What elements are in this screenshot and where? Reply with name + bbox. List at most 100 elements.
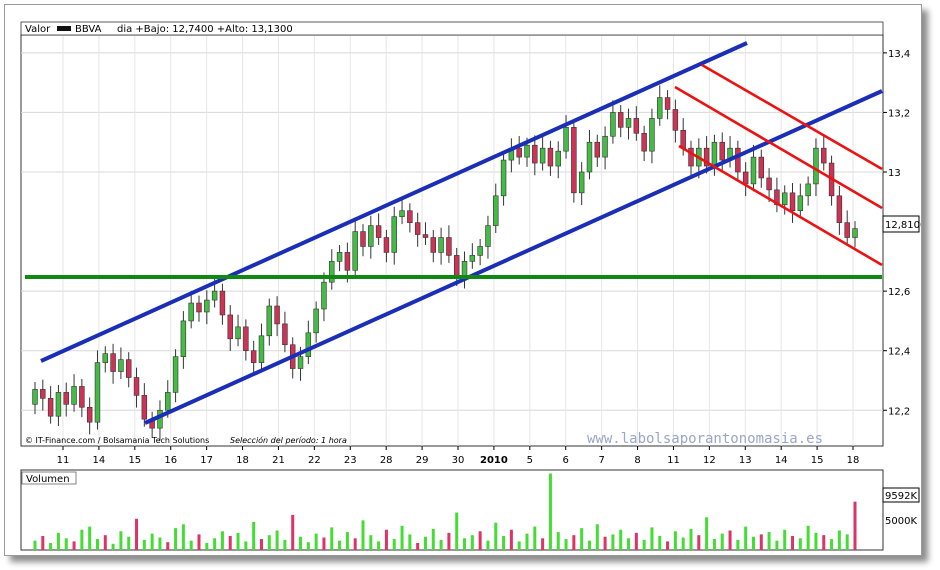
volume-bar: [158, 537, 162, 550]
trend-lines: [25, 41, 883, 425]
candle-body: [266, 305, 273, 337]
volume-bar: [736, 539, 740, 550]
y-tick-label: 12,2: [888, 406, 910, 417]
volume-bar: [353, 538, 357, 550]
candle-body: [430, 237, 437, 253]
volume-bar: [634, 532, 638, 550]
candle-body: [578, 171, 585, 194]
volume-bar: [377, 541, 381, 550]
candle-body: [805, 183, 811, 197]
candle-body: [586, 141, 593, 173]
upper-uptrend-line: [40, 41, 748, 363]
candle-body: [485, 225, 491, 247]
volume-bar: [822, 535, 826, 550]
candle-body: [329, 261, 335, 283]
volume-bar: [41, 535, 45, 550]
candle-body: [94, 362, 101, 423]
candle-body: [344, 252, 351, 271]
candle-body: [664, 97, 671, 110]
candle-body: [797, 195, 804, 212]
middle-downtrend-line: [674, 85, 883, 210]
candle-body: [55, 392, 62, 417]
volume-bar: [88, 526, 92, 550]
date-x-axis: 11 14 15 16 17 18 21 22 23 28 29 30 2010 5 6 7 8 11 12 13 14…: [57, 446, 859, 466]
volume-bar: [463, 538, 467, 550]
candle-body: [649, 118, 655, 152]
volume-bar: [689, 528, 693, 550]
candle-body: [407, 210, 413, 223]
candle-body: [86, 406, 93, 423]
volume-bar: [455, 512, 459, 550]
candle-body: [297, 356, 304, 369]
candle-body: [196, 302, 202, 313]
volume-bar: [306, 542, 310, 550]
x-tick-label: 22: [308, 455, 321, 466]
watermark: www.labolsaporantonomasia.es: [587, 431, 823, 447]
volume-bar: [611, 534, 615, 550]
volume-bar: [619, 529, 623, 550]
volume-tick-label: 5000K: [885, 516, 917, 527]
volume-bar: [728, 530, 732, 550]
volume-bar: [548, 473, 552, 550]
volume-bar: [423, 536, 427, 550]
x-tick-label: 14: [93, 455, 106, 466]
volume-bar: [392, 539, 396, 550]
volume-bar: [759, 534, 763, 550]
header-info: dia +Bajo: 12,7400 +Alto: 13,1300: [117, 24, 293, 35]
volume-bar: [666, 541, 670, 550]
volume-bar: [236, 532, 240, 550]
candle-body: [274, 305, 280, 325]
volume-bar: [439, 539, 443, 550]
volume-bar: [751, 536, 755, 550]
candle-body: [781, 192, 788, 206]
candle-body: [71, 386, 77, 405]
volume-bar: [502, 535, 506, 550]
candle-body: [313, 308, 319, 334]
volume-bar: [244, 541, 248, 550]
candle-body: [336, 252, 343, 262]
volume-bar: [798, 538, 802, 550]
volume-bar: [509, 529, 513, 550]
header-strip: [20, 21, 884, 36]
x-tick-label: 18: [236, 455, 249, 466]
candle-body: [657, 97, 663, 119]
candle-body: [125, 359, 132, 378]
volume-bar: [174, 528, 178, 550]
volume-bar: [447, 532, 451, 550]
candle-body: [758, 156, 765, 179]
candle-body: [32, 389, 38, 405]
volume-bar: [564, 539, 568, 550]
volume-bar: [494, 522, 498, 550]
volume-bar: [166, 542, 170, 550]
volume-bar: [189, 540, 193, 550]
candle-body: [469, 255, 476, 262]
candle-body: [446, 237, 452, 256]
volume-bar: [416, 542, 420, 550]
footer-period: Selección del período: 1 hora: [230, 435, 347, 445]
volume-bar: [252, 521, 256, 550]
candle-body: [110, 353, 116, 372]
volume-bar: [627, 538, 631, 550]
candlestick-series: [32, 85, 858, 441]
volume-bar: [119, 531, 123, 550]
header-ticker: BBVA: [75, 24, 102, 35]
volume-bar: [658, 535, 662, 550]
y-tick-label: 12,6: [888, 287, 910, 298]
x-tick-label: 13: [739, 455, 752, 466]
volume-bar: [369, 535, 373, 550]
candle-body: [118, 359, 124, 372]
volume-bar: [64, 538, 68, 550]
price-grid: [21, 35, 883, 446]
candle-body: [165, 392, 171, 411]
volume-bars: [33, 473, 857, 550]
volume-bar: [580, 528, 584, 550]
volume-bar: [705, 517, 709, 550]
volume-bar: [330, 527, 334, 550]
volume-bar: [111, 543, 115, 550]
volume-bar: [95, 539, 99, 550]
chart-canvas: Valor BBVA dia +Bajo: 12,7400 +Alto: 13,…: [20, 21, 921, 551]
x-tick-label: 11: [57, 455, 70, 466]
candle-body: [422, 234, 429, 238]
candle-body: [555, 150, 561, 167]
candle-body: [750, 156, 757, 185]
